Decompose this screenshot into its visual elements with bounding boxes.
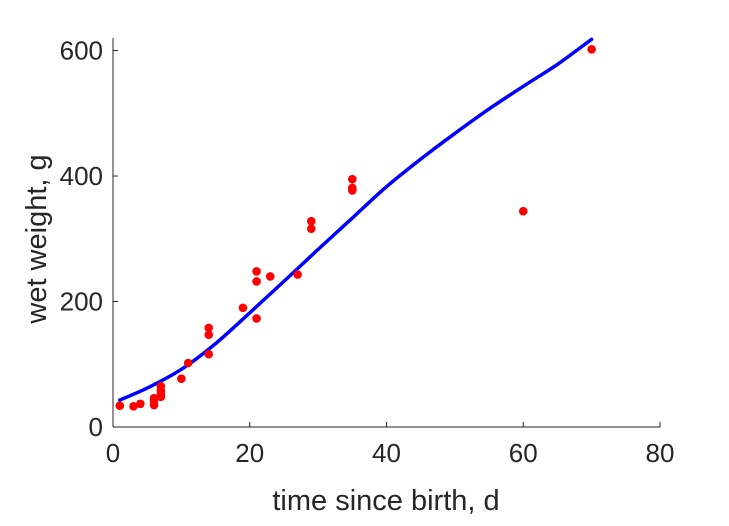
data-point [587,44,596,54]
data-point [115,401,125,410]
data-point [348,183,357,193]
data-point [156,381,166,391]
data-point [252,277,261,286]
data-point [177,374,186,383]
data-point [149,393,159,403]
y-tick-label: 400 [60,161,103,191]
data-point [518,206,528,216]
data-point [129,401,138,411]
data-point [348,174,357,184]
x-tick-label: 20 [235,438,264,468]
y-tick-label: 600 [60,36,103,66]
data-point [238,303,248,313]
x-tick-label: 80 [646,438,675,468]
x-tick-label: 40 [372,438,401,468]
data-points-layer [115,44,596,411]
data-point [183,358,193,368]
data-point [293,270,302,279]
data-point [265,272,275,281]
data-point [252,267,261,276]
fit-curve-layer [118,37,594,402]
axis-labels: time since birth, d wet weight, g [21,154,500,517]
data-point [306,216,316,226]
data-point [204,349,214,359]
x-tick-label: 60 [509,438,538,468]
y-axis-label: wet weight, g [21,154,53,324]
x-tick-label: 0 [106,438,120,468]
axes: 0 20 40 60 80 0 200 400 600 [60,36,675,468]
data-point [136,399,145,409]
x-axis-label: time since birth, d [272,485,499,517]
data-point [204,330,214,340]
data-point [306,224,316,234]
y-tick-label: 0 [89,412,103,442]
fit-curve [118,37,594,402]
data-point [252,314,261,323]
data-point [204,323,214,333]
y-tick-label: 200 [60,287,103,317]
